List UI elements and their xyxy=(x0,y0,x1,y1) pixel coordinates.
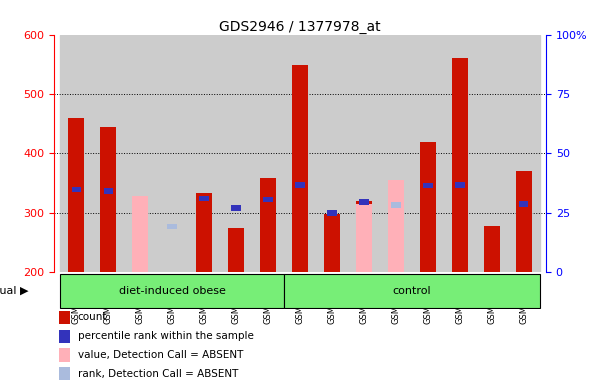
Text: count: count xyxy=(77,313,107,323)
Bar xyxy=(356,201,372,272)
Bar xyxy=(519,201,529,207)
Bar xyxy=(316,35,348,272)
Bar xyxy=(327,210,337,215)
Bar xyxy=(196,193,212,272)
Bar xyxy=(284,274,539,308)
Bar xyxy=(444,35,476,272)
Text: rank, Detection Call = ABSENT: rank, Detection Call = ABSENT xyxy=(77,369,238,379)
Bar xyxy=(100,127,116,272)
Bar xyxy=(420,142,436,272)
Bar xyxy=(92,35,124,272)
Bar xyxy=(423,183,433,188)
Bar xyxy=(295,182,305,188)
Bar xyxy=(71,187,81,192)
Title: GDS2946 / 1377978_at: GDS2946 / 1377978_at xyxy=(219,20,381,33)
Bar xyxy=(61,35,92,272)
Bar xyxy=(452,58,468,272)
Bar xyxy=(167,224,177,229)
Bar xyxy=(124,35,156,272)
Bar xyxy=(59,367,70,380)
Bar xyxy=(228,228,244,272)
Text: individual ▶: individual ▶ xyxy=(0,286,28,296)
Bar xyxy=(348,35,380,272)
Text: percentile rank within the sample: percentile rank within the sample xyxy=(77,331,253,341)
Bar xyxy=(324,214,340,272)
Bar xyxy=(260,179,276,272)
Bar xyxy=(356,204,372,272)
Bar xyxy=(132,196,148,272)
Bar xyxy=(388,180,404,272)
Text: control: control xyxy=(392,286,431,296)
Bar xyxy=(380,35,412,272)
Bar xyxy=(59,329,70,343)
Bar xyxy=(199,196,209,201)
Bar xyxy=(59,311,70,324)
Bar xyxy=(59,348,70,362)
Bar xyxy=(412,35,444,272)
Bar xyxy=(515,171,532,272)
Bar xyxy=(484,226,500,272)
Bar xyxy=(476,35,508,272)
Bar xyxy=(284,35,316,272)
Bar xyxy=(220,35,252,272)
Bar xyxy=(252,35,284,272)
Bar xyxy=(68,118,85,272)
Text: value, Detection Call = ABSENT: value, Detection Call = ABSENT xyxy=(77,350,243,360)
Bar xyxy=(292,65,308,272)
Bar xyxy=(232,205,241,211)
Bar xyxy=(455,182,464,188)
Bar xyxy=(61,274,284,308)
Bar xyxy=(391,202,401,208)
Bar xyxy=(104,188,113,194)
Text: diet-induced obese: diet-induced obese xyxy=(119,286,226,296)
Bar xyxy=(508,35,539,272)
Bar xyxy=(263,197,273,202)
Bar xyxy=(188,35,220,272)
Bar xyxy=(359,200,368,205)
Bar xyxy=(156,35,188,272)
